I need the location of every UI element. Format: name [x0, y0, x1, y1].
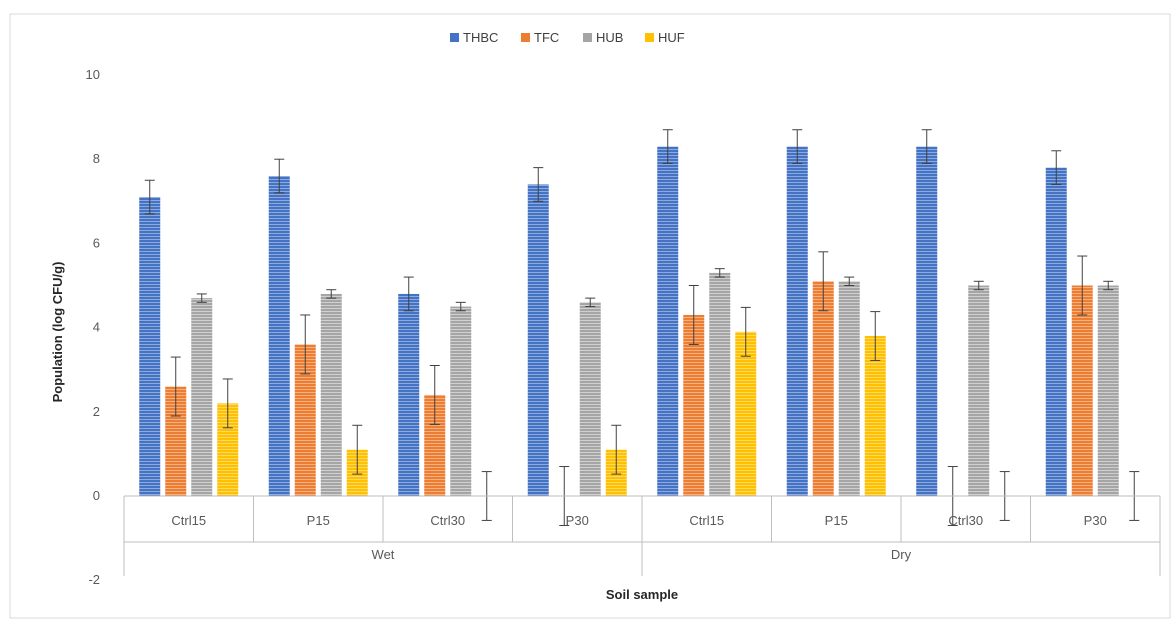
bar-thbc: [268, 176, 290, 497]
x-tick-label: P15: [307, 513, 330, 528]
bar-tfc: [683, 314, 705, 496]
legend-label: TFC: [534, 30, 559, 45]
legend-label: THBC: [463, 30, 498, 45]
bar-hub: [968, 285, 990, 496]
legend-label: HUB: [596, 30, 623, 45]
y-tick-label: 8: [93, 151, 100, 166]
group-label: Wet: [372, 547, 395, 562]
bar-tfc: [294, 344, 316, 496]
bar-tfc: [165, 386, 187, 496]
y-tick-label: 4: [93, 320, 100, 335]
bar-hub: [320, 293, 342, 496]
bar-tfc: [812, 281, 834, 496]
bar-huf: [735, 331, 757, 496]
group-label: Dry: [891, 547, 912, 562]
x-tick-label: Ctrl30: [430, 513, 465, 528]
bar-hub: [838, 281, 860, 496]
bar-thbc: [916, 146, 938, 496]
y-axis-title: Population (log CFU/g): [50, 262, 65, 403]
bar-hub: [709, 272, 731, 496]
x-axis: Ctrl15 P15 Ctrl30 P30 Ctrl15 P15 Ctrl30 P30 Wet D…: [123, 495, 1161, 576]
x-tick-label: P30: [1084, 513, 1107, 528]
x-tick-label: P30: [566, 513, 589, 528]
x-axis-title: Soil sample: [606, 587, 678, 602]
bar-thbc: [657, 146, 679, 496]
bar-thbc: [527, 184, 549, 496]
bar-hub: [450, 306, 472, 496]
bar-thbc: [398, 293, 420, 496]
bar-hub: [579, 302, 601, 496]
y-tick-label: 10: [86, 67, 100, 82]
bar-tfc: [424, 394, 446, 496]
bar-hub: [1097, 285, 1119, 496]
y-tick-label: 6: [93, 235, 100, 250]
x-tick-label: Ctrl15: [171, 513, 206, 528]
bar-thbc: [1045, 167, 1067, 496]
bars: [139, 129, 1140, 526]
bar-huf: [864, 336, 886, 496]
y-tick-label: 0: [93, 488, 100, 503]
bar-thbc: [786, 146, 808, 496]
bar-tfc: [1071, 285, 1093, 496]
x-tick-label: P15: [825, 513, 848, 528]
bar-thbc: [139, 197, 161, 496]
legend-swatch-hub: [583, 33, 592, 42]
legend: THBC TFC HUB HUF: [450, 30, 685, 45]
x-tick-label: Ctrl15: [689, 513, 724, 528]
y-axis: -2 0 2 4 6 8 10: [86, 67, 100, 587]
legend-swatch-thbc: [450, 33, 459, 42]
x-tick-label: Ctrl30: [948, 513, 983, 528]
bar-huf: [217, 403, 239, 496]
y-tick-label: 2: [93, 404, 100, 419]
legend-swatch-tfc: [521, 33, 530, 42]
bar-hub: [191, 298, 213, 496]
legend-label: HUF: [658, 30, 685, 45]
y-tick-label: -2: [88, 572, 100, 587]
legend-swatch-huf: [645, 33, 654, 42]
